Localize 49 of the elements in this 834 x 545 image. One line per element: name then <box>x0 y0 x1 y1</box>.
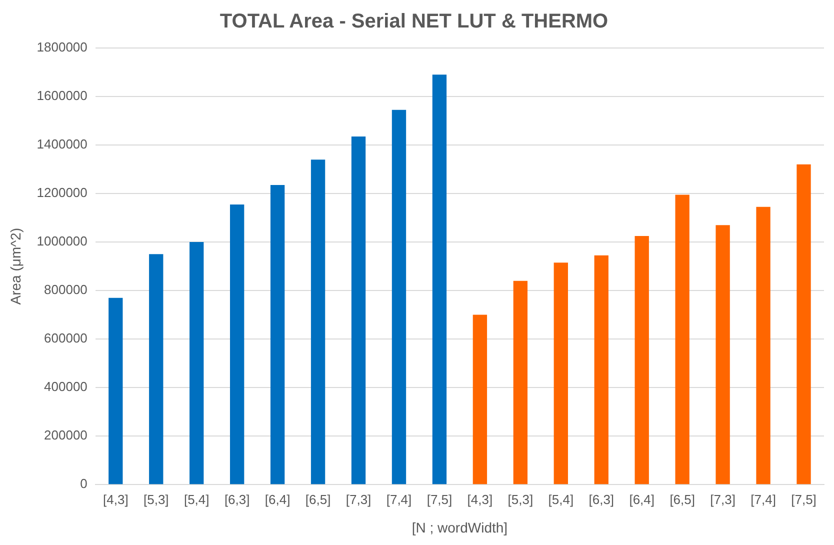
bar <box>351 136 366 484</box>
x-tick-label: [7,3] <box>710 492 736 507</box>
x-tick-label: [6,5] <box>305 492 331 507</box>
bar <box>675 194 690 484</box>
y-tick-label: 1200000 <box>36 185 88 200</box>
x-axis-title: [N ; wordWidth] <box>412 519 508 536</box>
y-axis-title: Area (μm^2) <box>7 228 24 305</box>
y-tick-label: 800000 <box>44 282 88 298</box>
bar <box>149 254 164 484</box>
y-tick-label: 1000000 <box>36 234 88 249</box>
x-tick-label: [6,5] <box>670 492 695 507</box>
bar <box>554 262 568 484</box>
x-tick-label: [5,3] <box>143 492 169 507</box>
y-tick-label: 200000 <box>44 428 88 443</box>
bar <box>270 185 285 484</box>
bar <box>108 298 123 484</box>
chart-title: TOTAL Area - Serial NET LUT & THERMO <box>220 10 608 33</box>
x-tick-label: [7,5] <box>426 492 452 507</box>
bar <box>716 225 730 484</box>
x-tick-label: [7,5] <box>791 492 816 507</box>
y-tick-label: 0 <box>80 476 88 492</box>
x-tick-label: [6,3] <box>588 492 614 507</box>
y-tick-label: 600000 <box>44 330 88 346</box>
x-tick-label: [4,3] <box>467 492 493 507</box>
bar <box>513 280 528 484</box>
y-tick-label: 1600000 <box>36 88 88 104</box>
x-tick-label: [5,4] <box>548 492 574 507</box>
bar <box>230 204 244 484</box>
bar <box>796 164 811 484</box>
x-tick-label: [6,3] <box>224 492 250 507</box>
y-tick-label: 1800000 <box>36 40 88 55</box>
bar <box>432 74 447 484</box>
x-tick-label: [6,4] <box>629 492 654 507</box>
x-tick-label: [7,3] <box>346 492 372 507</box>
bar <box>392 110 406 484</box>
bar <box>472 314 488 484</box>
x-tick-label: [5,3] <box>508 492 534 507</box>
bar <box>310 160 326 484</box>
x-tick-label: [7,4] <box>750 492 776 507</box>
x-tick-label: [4,3] <box>103 492 128 507</box>
bar <box>634 236 649 484</box>
x-tick-label: [5,4] <box>184 492 210 507</box>
y-tick-label: 400000 <box>44 379 88 394</box>
x-tick-label: [7,4] <box>386 492 412 507</box>
bar <box>190 242 204 484</box>
y-tick-label: 1400000 <box>36 136 88 152</box>
x-tick-label: [6,4] <box>264 492 290 507</box>
bar <box>756 206 770 484</box>
bar <box>594 255 608 484</box>
